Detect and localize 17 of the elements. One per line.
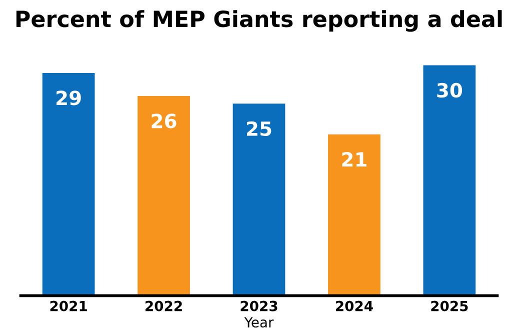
bar xyxy=(42,72,95,296)
x-tick-label: 2024 xyxy=(336,300,373,312)
data-label: 30 xyxy=(437,82,462,98)
bar xyxy=(328,134,380,296)
x-axis-title: Year xyxy=(244,317,274,328)
data-label: 29 xyxy=(56,90,81,106)
x-tick-label: 2021 xyxy=(50,300,87,312)
x-tick-label: 2025 xyxy=(431,300,468,312)
x-tick-label: 2023 xyxy=(240,300,278,312)
bar xyxy=(138,96,190,296)
bar xyxy=(423,65,476,296)
data-label: 21 xyxy=(342,152,366,166)
chart-title: Percent of MEP Giants reporting a deal xyxy=(16,10,502,32)
data-label: 25 xyxy=(247,121,272,136)
data-label: 26 xyxy=(152,114,176,128)
bar xyxy=(232,104,286,296)
x-tick-label: 2022 xyxy=(146,300,182,312)
